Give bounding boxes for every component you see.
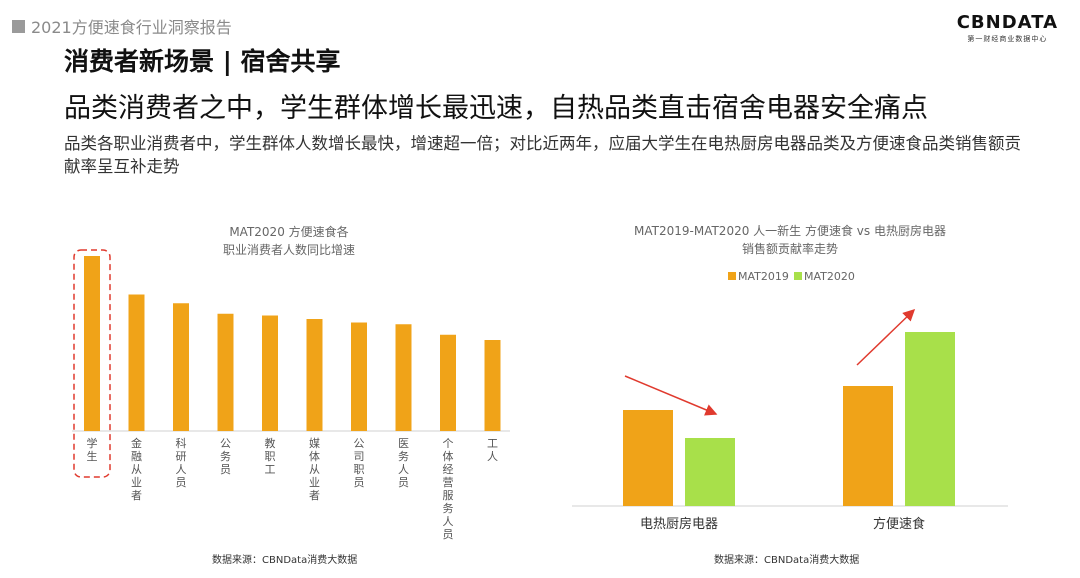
chart1-tick-label: 服 — [443, 489, 454, 502]
chart1-tick-label: 公 — [220, 437, 231, 450]
chart1-tick-label: 教 — [265, 437, 276, 450]
chart1-bar — [306, 319, 323, 431]
down-trend-arrow — [624, 375, 718, 416]
chart2-title: MAT2019-MAT2020 人一新生 方便速食 vs 电热厨房电器 — [634, 223, 946, 238]
chart1-tick-label: 员 — [220, 463, 231, 476]
chart1-tick-label: 个 — [443, 437, 454, 450]
square-icon — [12, 19, 25, 33]
chart2-bar — [623, 410, 673, 506]
chart1-tick-label: 人 — [443, 515, 454, 528]
logo-tagline: 第一财经商业数据中心 — [967, 35, 1048, 43]
chart1-tick-label: 从 — [309, 463, 320, 476]
chart1-tick-label: 体 — [309, 449, 320, 463]
chart1-tick-label: 人 — [487, 450, 498, 463]
chart1-tick-label: 职 — [265, 450, 276, 463]
chart1-tick-label: 务 — [398, 450, 409, 463]
chart1-tick-label: 者 — [131, 489, 142, 502]
chart1-source: 数据来源：CBNData消费大数据 — [212, 555, 358, 566]
chart2-legend-label: MAT2020 — [804, 270, 855, 283]
chart2-legend-label: MAT2019 — [738, 270, 789, 283]
chart1-bar — [217, 313, 234, 431]
chart1-tick-label: 研 — [176, 450, 187, 463]
chart1-tick-label: 医 — [398, 437, 409, 450]
chart1-tick-label: 业 — [131, 476, 142, 489]
chart2-bar — [905, 332, 955, 506]
chart1-tick-label: 融 — [131, 450, 142, 463]
chart2-tick-label: 电热厨房电器 — [640, 516, 718, 532]
logo-brand: CBNDATA — [956, 12, 1058, 33]
chart1-tick-label: 司 — [354, 450, 365, 463]
chart1-tick-label: 员 — [398, 476, 409, 489]
chart1-tick-label: 者 — [309, 489, 320, 502]
chart2-subtitle: 销售额贡献率走势 — [742, 241, 838, 256]
chart1-subtitle: 职业消费者人数同比增速 — [223, 242, 355, 257]
report-label: 2021方便速食行业洞察报告 — [12, 14, 232, 38]
chart1-tick-label: 经 — [443, 463, 454, 476]
chart1-bar — [128, 294, 145, 431]
chart1-tick-label: 生 — [87, 449, 98, 463]
chart1-tick-label: 务 — [220, 450, 231, 463]
chart1-bar — [440, 334, 456, 431]
chart1-tick-label: 业 — [309, 476, 320, 489]
chart2-tick-label: 方便速食 — [873, 516, 925, 532]
chart1-tick-label: 公 — [354, 437, 365, 450]
chart1-tick-label: 体 — [443, 449, 454, 463]
chart1-highlight-box — [73, 249, 111, 478]
chart1-title: MAT2020 方便速食各 — [229, 224, 348, 239]
chart1-tick-label: 员 — [443, 528, 454, 541]
slide-title: 消费者新场景 | 宿舍共享 — [64, 47, 341, 76]
chart1-bar — [173, 303, 189, 431]
chart1-tick-label: 人 — [398, 463, 409, 476]
chart1-tick-label: 学 — [87, 436, 98, 450]
cbndata-logo: CBNDATA 第一财经商业数据中心 — [957, 12, 1058, 44]
slide-headline: 品类消费者之中，学生群体增长最迅速，自热品类直击宿舍电器安全痛点 — [64, 93, 928, 124]
chart2-bar — [685, 438, 735, 506]
chart1-tick-label: 员 — [354, 476, 365, 489]
chart1-bar — [262, 315, 278, 431]
chart1-tick-label: 工 — [487, 437, 498, 450]
chart1-tick-label: 科 — [176, 436, 187, 450]
chart2-legend-swatch — [794, 272, 802, 280]
chart1-bar — [84, 256, 100, 431]
chart1-tick-label: 人 — [176, 463, 187, 476]
chart1-tick-label: 员 — [176, 476, 187, 489]
chart1-bar — [395, 324, 412, 431]
chart2-source: 数据来源：CBNData消费大数据 — [714, 555, 860, 566]
chart1-tick-label: 务 — [443, 502, 454, 515]
chart1-tick-label: 金 — [131, 436, 142, 450]
slide-description: 品类各职业消费者中，学生群体人数增长最快，增速超一倍；对比近两年，应届大学生在电… — [64, 134, 1021, 176]
chart1-bar — [484, 340, 501, 431]
chart1-tick-label: 媒 — [309, 437, 320, 450]
chart1-bar — [351, 322, 367, 431]
chart2-bar — [843, 386, 893, 506]
report-label-text: 2021方便速食行业洞察报告 — [31, 18, 232, 37]
chart2-legend-swatch — [728, 272, 736, 280]
chart1-tick-label: 营 — [443, 475, 454, 489]
chart1-tick-label: 从 — [131, 463, 142, 476]
chart1-tick-label: 工 — [265, 463, 276, 476]
chart1-tick-label: 职 — [354, 463, 365, 476]
up-trend-arrow — [856, 308, 916, 366]
